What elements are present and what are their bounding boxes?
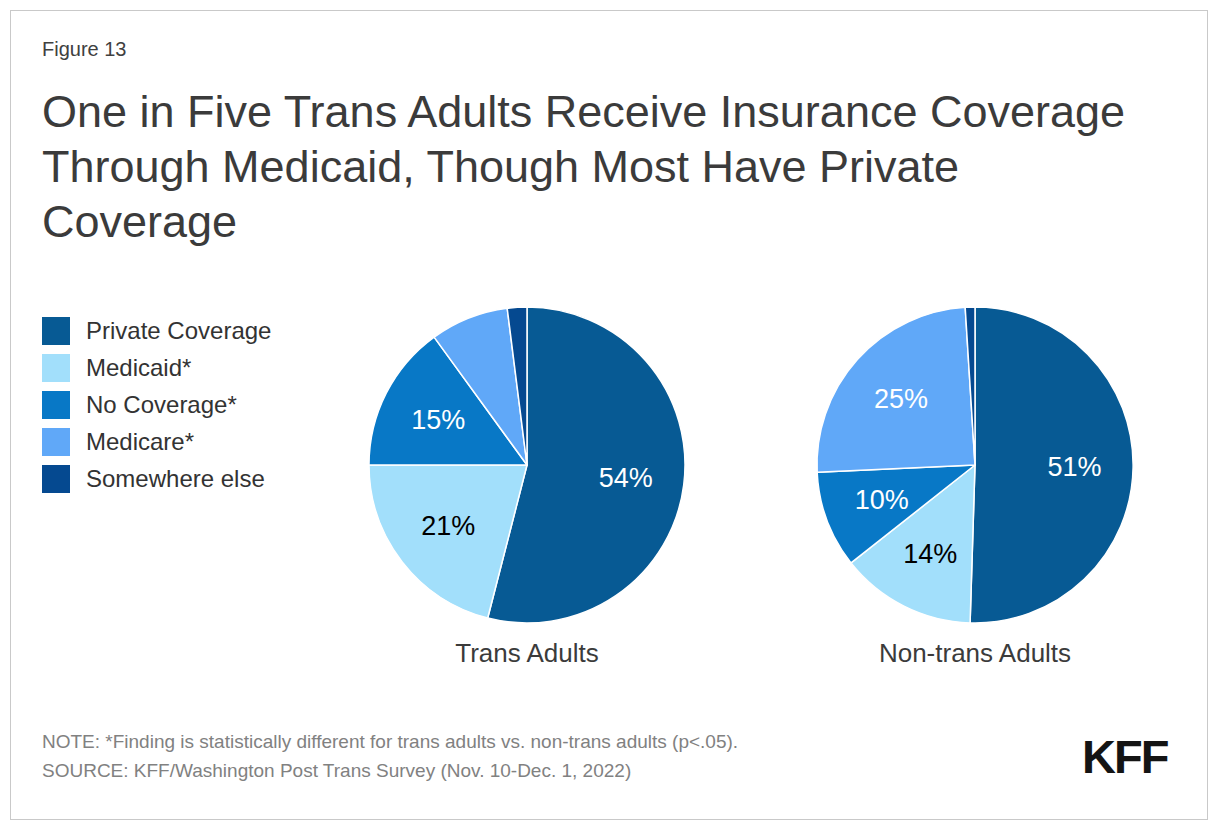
- legend-swatch-icon: [42, 391, 70, 419]
- source-text: SOURCE: KFF/Washington Post Trans Survey…: [42, 757, 738, 786]
- legend-swatch-icon: [42, 317, 70, 345]
- pie-slice-label: 15%: [411, 405, 465, 435]
- legend-item-label: No Coverage*: [86, 391, 237, 419]
- legend-item: Private Coverage: [42, 317, 271, 345]
- pie-slice-label: 14%: [903, 539, 957, 569]
- pie-slice-label: 51%: [1047, 452, 1101, 482]
- legend-item: Medicaid*: [42, 354, 271, 382]
- legend-item: Somewhere else: [42, 465, 271, 493]
- pie-slice-label: 10%: [855, 485, 909, 515]
- legend-swatch-icon: [42, 354, 70, 382]
- pie-slice-label: 54%: [599, 463, 653, 493]
- figure-label: Figure 13: [42, 38, 127, 61]
- legend-item-label: Private Coverage: [86, 317, 271, 345]
- legend-item-label: Somewhere else: [86, 465, 265, 493]
- pie-slice-label: 21%: [421, 511, 475, 541]
- pie-slice-label: 25%: [874, 384, 928, 414]
- legend-swatch-icon: [42, 465, 70, 493]
- legend-item: Medicare*: [42, 428, 271, 456]
- legend-item: No Coverage*: [42, 391, 271, 419]
- legend-item-label: Medicaid*: [86, 354, 191, 382]
- legend: Private Coverage Medicaid* No Coverage* Med…: [42, 317, 271, 502]
- kff-logo: KFF: [1082, 729, 1167, 784]
- pie-chart-non-trans-adults: 51% 14% 10% 25%: [807, 297, 1143, 633]
- legend-swatch-icon: [42, 428, 70, 456]
- chart-title: One in Five Trans Adults Receive Insuran…: [42, 84, 1127, 249]
- pie-caption-non-trans-adults: Non-trans Adults: [805, 638, 1145, 669]
- footer-notes: NOTE: *Finding is statistically differen…: [42, 728, 738, 785]
- note-text: NOTE: *Finding is statistically differen…: [42, 728, 738, 757]
- legend-item-label: Medicare*: [86, 428, 194, 456]
- pie-chart-trans-adults: 54% 21% 15%: [359, 297, 695, 633]
- pie-caption-trans-adults: Trans Adults: [357, 638, 697, 669]
